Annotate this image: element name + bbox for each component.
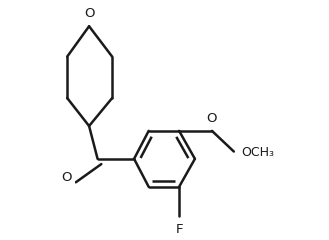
- Text: F: F: [175, 222, 183, 236]
- Text: O: O: [62, 171, 72, 184]
- Text: OCH₃: OCH₃: [241, 145, 274, 159]
- Text: O: O: [84, 7, 94, 20]
- Text: O: O: [207, 112, 217, 125]
